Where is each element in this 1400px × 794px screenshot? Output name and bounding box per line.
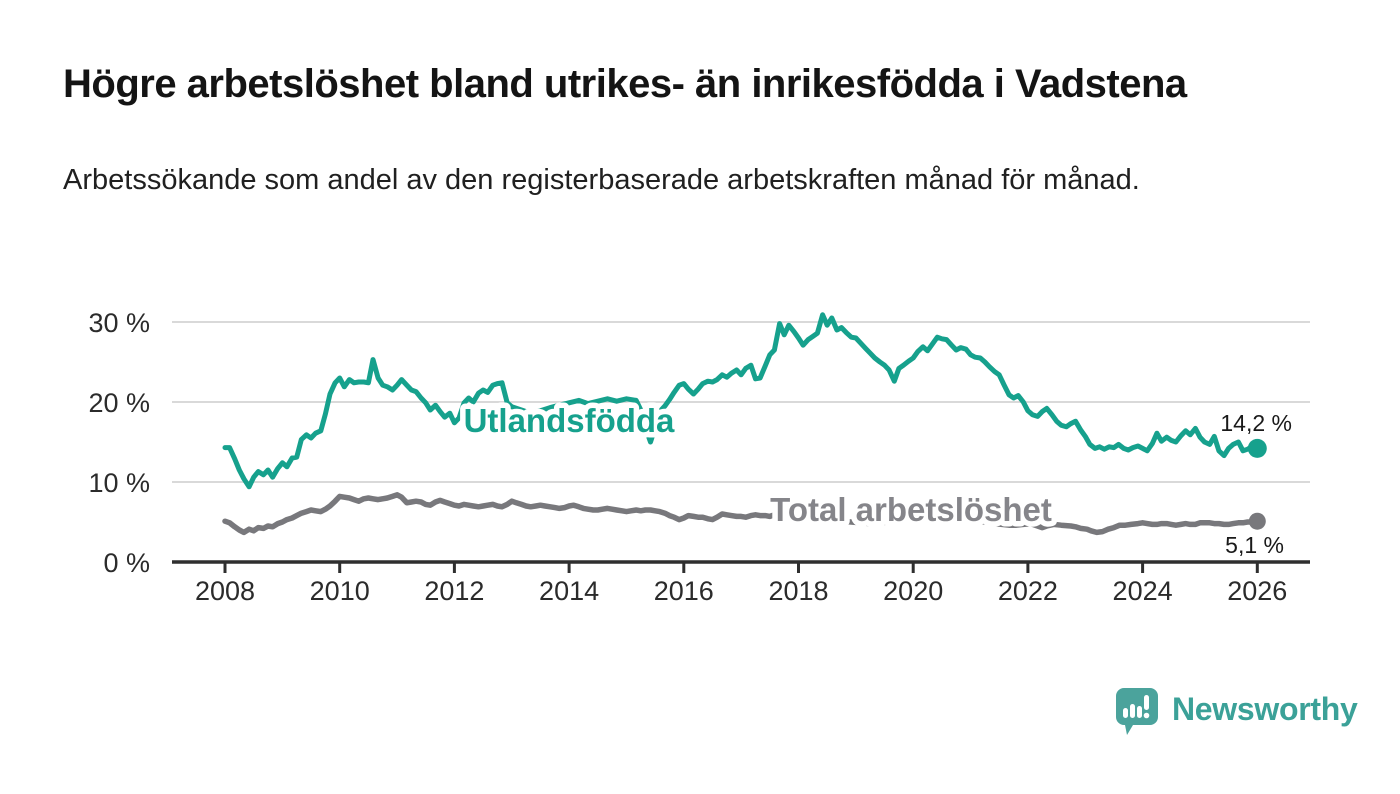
value-total: 5,1 % xyxy=(1225,532,1284,558)
y-tick-label-10: 10 % xyxy=(88,468,150,498)
exclamation-stem xyxy=(1144,695,1149,710)
newsworthy-bubble-chart-icon xyxy=(1116,688,1158,735)
value-utlandsfodda: 14,2 % xyxy=(1220,410,1292,436)
label-total: Total arbetslöshet xyxy=(770,491,1052,528)
series-line-utlandsf-dda xyxy=(222,312,1260,490)
end-dot-total-arbetsl-shet xyxy=(1248,512,1266,530)
label-utlandsfodda: Utlandsfödda xyxy=(464,402,675,439)
end-dot-utlandsf-dda xyxy=(1247,438,1267,458)
x-tick-label-2022: 2022 xyxy=(998,576,1058,606)
page-title: Högre arbetslöshet bland utrikes- än inr… xyxy=(63,62,1187,106)
exclamation-dot xyxy=(1143,712,1150,719)
brand-name: Newsworthy xyxy=(1172,691,1358,727)
x-tick-label-2012: 2012 xyxy=(424,576,484,606)
series-line-total-arbetsl-shet xyxy=(222,492,1261,536)
bar-3 xyxy=(1137,706,1142,718)
bar-1 xyxy=(1123,708,1128,718)
x-tick-label-2020: 2020 xyxy=(883,576,943,606)
x-tick-label-2010: 2010 xyxy=(310,576,370,606)
x-tick-label-2026: 2026 xyxy=(1227,576,1287,606)
y-tick-label-30: 30 % xyxy=(88,308,150,338)
chart-subtitle: Arbetssökande som andel av den registerb… xyxy=(63,164,1140,196)
y-tick-label-0: 0 % xyxy=(103,548,150,578)
y-tick-label-20: 20 % xyxy=(88,388,150,418)
bar-2 xyxy=(1130,704,1135,718)
x-tick-label-2018: 2018 xyxy=(768,576,828,606)
x-tick-label-2008: 2008 xyxy=(195,576,255,606)
x-tick-label-2024: 2024 xyxy=(1113,576,1173,606)
x-tick-label-2016: 2016 xyxy=(654,576,714,606)
x-tick-label-2014: 2014 xyxy=(539,576,599,606)
newsworthy-logo[interactable]: Newsworthy xyxy=(1115,687,1358,737)
